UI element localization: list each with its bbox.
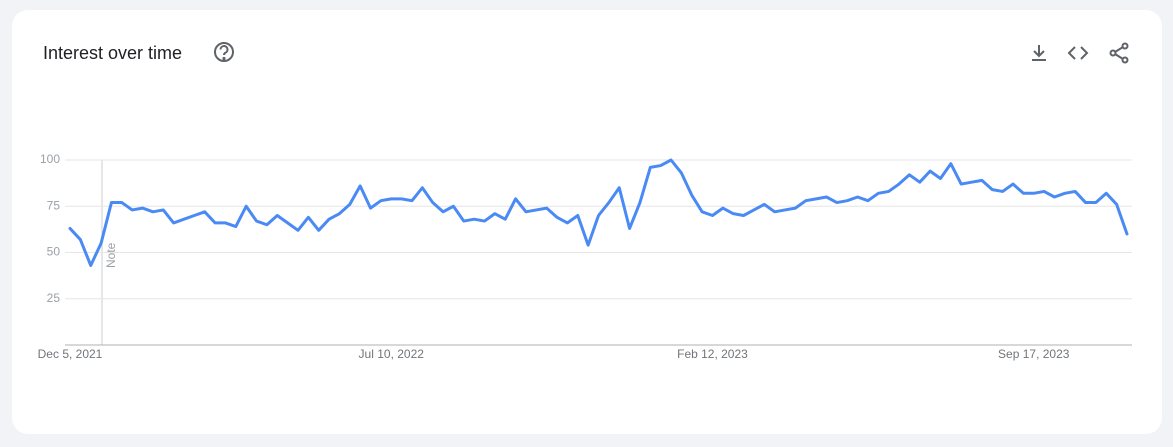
- y-tick-label: 25: [47, 291, 61, 305]
- download-icon[interactable]: [1032, 45, 1046, 61]
- chart-title: Interest over time: [43, 43, 182, 63]
- x-tick-label: Feb 12, 2023: [677, 347, 748, 361]
- y-tick-label: 50: [47, 245, 61, 259]
- x-tick-label: Dec 5, 2021: [38, 347, 103, 361]
- help-icon[interactable]: [214, 42, 234, 62]
- embed-icon[interactable]: [1067, 46, 1089, 60]
- share-icon[interactable]: [1109, 42, 1129, 64]
- y-tick-label: 100: [40, 152, 60, 166]
- x-tick-label: Jul 10, 2022: [359, 347, 425, 361]
- x-tick-label: Sep 17, 2023: [998, 347, 1070, 361]
- y-tick-label: 75: [47, 198, 61, 212]
- note-label: Note: [104, 242, 118, 268]
- line: [68, 158, 1129, 267]
- card: [12, 10, 1162, 434]
